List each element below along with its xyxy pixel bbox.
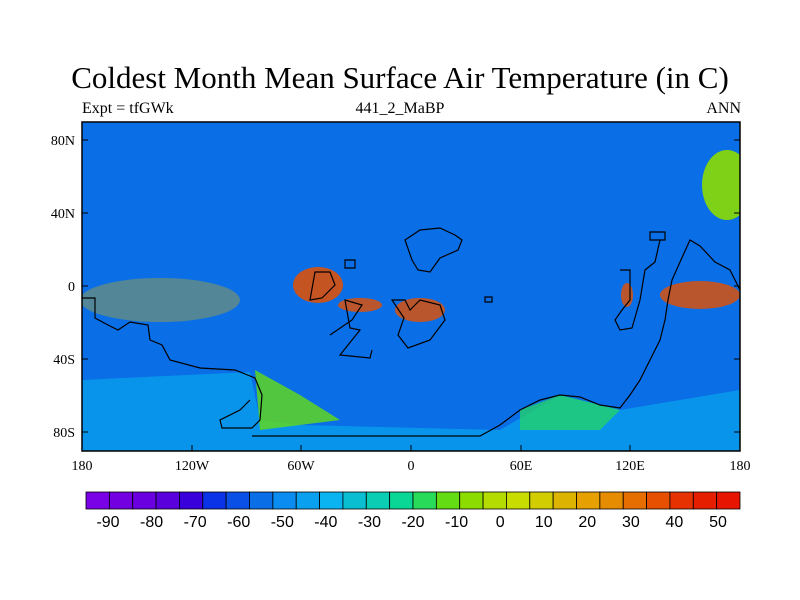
colorbar-label: -80 bbox=[140, 514, 163, 531]
lon-label-180w: 180 bbox=[72, 459, 93, 474]
colorbar-swatch bbox=[412, 491, 437, 510]
lat-label-40s: 40S bbox=[53, 353, 75, 368]
lon-label-60e: 60E bbox=[510, 459, 533, 474]
lat-label-0: 0 bbox=[68, 280, 75, 295]
colorbar-swatch bbox=[529, 491, 554, 510]
colorbar-swatch bbox=[716, 491, 741, 510]
axis-ticks bbox=[81, 139, 741, 451]
colorbar-swatch bbox=[85, 491, 110, 510]
colorbar bbox=[85, 491, 741, 510]
southern-islands bbox=[329, 299, 373, 359]
colorbar-swatch bbox=[646, 491, 671, 510]
colorbar-label: 50 bbox=[709, 514, 727, 531]
colorbar-swatch bbox=[692, 491, 718, 510]
colorbar-label: -70 bbox=[184, 514, 207, 531]
time-label: 441_2_MaBP bbox=[355, 100, 445, 117]
colorbar-label: 10 bbox=[535, 514, 553, 531]
colorbar-label: 0 bbox=[496, 514, 505, 531]
period-label: ANN bbox=[706, 100, 741, 117]
colorbar-swatch bbox=[179, 491, 204, 510]
colorbar-label: 40 bbox=[666, 514, 684, 531]
colorbar-swatch bbox=[459, 491, 484, 510]
colorbar-swatch bbox=[482, 491, 507, 510]
colorbar-label: 20 bbox=[578, 514, 596, 531]
colorbar-label: -60 bbox=[227, 514, 250, 531]
colorbar-label: -10 bbox=[445, 514, 468, 531]
colorbar-swatch bbox=[295, 491, 320, 510]
lat-label-40n: 40N bbox=[51, 207, 75, 222]
lon-label-0: 0 bbox=[408, 459, 415, 474]
lon-label-120e: 120E bbox=[615, 459, 645, 474]
central-landmass bbox=[309, 271, 336, 301]
southern-coastline bbox=[252, 239, 740, 437]
colorbar-swatch bbox=[342, 491, 367, 510]
colorbar-swatch bbox=[576, 491, 601, 510]
colorbar-swatch bbox=[272, 491, 297, 510]
colorbar-swatch bbox=[202, 491, 227, 510]
western-coastline bbox=[82, 297, 263, 429]
small-island-a bbox=[344, 259, 356, 269]
coastlines bbox=[82, 227, 740, 437]
lat-label-80s: 80S bbox=[53, 426, 75, 441]
colorbar-label: 30 bbox=[622, 514, 640, 531]
colorbar-swatch bbox=[132, 491, 157, 510]
temperature-field bbox=[82, 122, 740, 451]
colorbar-label: -50 bbox=[271, 514, 294, 531]
colorbar-swatch bbox=[506, 491, 531, 510]
colorbar-label: -30 bbox=[358, 514, 381, 531]
small-island-b bbox=[484, 296, 493, 303]
lon-label-120w: 120W bbox=[175, 459, 210, 474]
colorbar-label: -40 bbox=[314, 514, 337, 531]
lon-label-60w: 60W bbox=[287, 459, 315, 474]
colorbar-swatch bbox=[599, 491, 624, 510]
colorbar-swatch bbox=[225, 491, 250, 510]
lat-label-80n: 80N bbox=[51, 134, 75, 149]
colorbar-swatch bbox=[389, 491, 414, 510]
experiment-label: Expt = tfGWk bbox=[82, 100, 174, 117]
east-coastline bbox=[614, 239, 661, 331]
colorbar-labels: -90 -80 -70 -60 -50 -40 -30 -20 -10 0 10 20 30 40 50 bbox=[96, 514, 727, 531]
eastern-islands bbox=[390, 299, 446, 349]
small-island-c bbox=[649, 231, 666, 241]
colorbar-swatch bbox=[108, 491, 134, 510]
colorbar-swatch bbox=[622, 491, 647, 510]
colorbar-swatch bbox=[155, 491, 180, 510]
colorbar-swatch bbox=[249, 491, 274, 510]
colorbar-label: -90 bbox=[96, 514, 119, 531]
map-title: Coldest Month Mean Surface Air Temperatu… bbox=[71, 60, 729, 95]
lon-label-180e: 180 bbox=[730, 459, 751, 474]
colorbar-swatch bbox=[669, 491, 694, 510]
northern-island bbox=[404, 227, 463, 273]
colorbar-swatch bbox=[319, 491, 344, 510]
colorbar-swatch bbox=[435, 491, 461, 510]
colorbar-label: -20 bbox=[401, 514, 424, 531]
colorbar-swatch bbox=[365, 491, 391, 510]
colorbar-swatch bbox=[552, 491, 577, 510]
